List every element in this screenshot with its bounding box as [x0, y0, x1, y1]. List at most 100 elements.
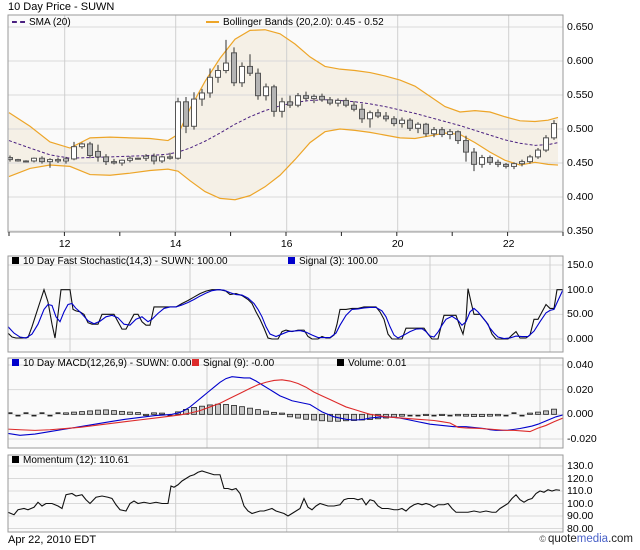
candle [311, 95, 317, 99]
legend-swatch-dash [12, 20, 25, 23]
price-legend-item: Bollinger Bands (20,2.0): 0.45 - 0.52 [206, 17, 384, 28]
momentum-y-axis-label: 130.0 [567, 460, 594, 472]
quotemedia-logo: © quotemedia.com [539, 533, 633, 545]
price-y-axis-label: 0.400 [567, 191, 594, 203]
bollinger-upper-line [8, 29, 559, 149]
candle [247, 65, 253, 74]
legend-swatch-square [337, 358, 344, 366]
legend-swatch-square [12, 256, 19, 264]
candle [479, 157, 485, 165]
candle [551, 123, 557, 139]
candle [103, 156, 109, 163]
candle [391, 118, 397, 125]
legend-swatch-square [192, 358, 199, 366]
candle [423, 123, 429, 135]
candle [439, 129, 445, 135]
candle [167, 156, 173, 159]
candle [495, 161, 501, 165]
stoch-panel [8, 256, 563, 352]
momentum-y-axis-label: 90.00 [567, 510, 594, 522]
legend-label: 10 Day Fast Stochastic(14,3) - SUWN: 100… [23, 255, 228, 267]
candle [279, 101, 285, 112]
candle [39, 157, 45, 163]
candle [191, 98, 197, 127]
candle [295, 95, 301, 106]
candle [143, 155, 149, 159]
candle [271, 86, 277, 112]
price-y-axis-label: 0.650 [567, 21, 594, 33]
candle [263, 86, 269, 97]
signal-line [8, 289, 563, 340]
stoch-legend-item: 10 Day Fast Stochastic(14,3) - SUWN: 100… [12, 256, 228, 267]
legend-label: 10 Day MACD(12,26,9) - SUWN: 0.00 [23, 357, 192, 369]
macd-y-axis-label: 0.040 [567, 359, 594, 371]
candle [447, 131, 453, 135]
candle [215, 70, 221, 78]
candlesticks [8, 39, 557, 172]
stoch-y-axis-label: 100.0 [567, 283, 594, 296]
candle [23, 160, 29, 163]
candle [383, 115, 389, 120]
candle [159, 156, 165, 162]
momentum-y-axis-label: 110.0 [567, 485, 593, 497]
legend-label: Bollinger Bands (20,2.0): 0.45 - 0.52 [223, 16, 384, 28]
page-title: 10 Day Price - SUWN [8, 1, 115, 13]
macd-legend-item: Signal (9): -0.00 [192, 358, 274, 369]
candle [79, 143, 85, 148]
candle [119, 159, 125, 164]
x-axis-label: 22 [502, 238, 515, 250]
candle [127, 157, 133, 161]
macd-y-axis-label: -0.020 [567, 433, 597, 445]
price-legend-item: SMA (20) [12, 17, 71, 28]
legend-swatch-square [12, 455, 19, 463]
bollinger-lower-line [8, 128, 559, 201]
candle [359, 108, 365, 120]
candle [71, 146, 77, 160]
sma-line [8, 99, 559, 159]
stoch-legend-item: Signal (3): 100.00 [288, 256, 378, 267]
candle [95, 150, 101, 158]
brand-quote: quote [547, 533, 577, 545]
legend-swatch-square [12, 358, 19, 366]
legend-label: Signal (9): -0.00 [203, 357, 275, 369]
macd-panel [8, 358, 563, 448]
x-axis-label: 14 [169, 238, 182, 250]
candle [343, 99, 349, 106]
candle [399, 119, 405, 125]
candle [183, 101, 189, 127]
momentum-y-axis-label: 120.0 [567, 472, 594, 485]
stoch-y-axis-label: 50.00 [567, 308, 594, 321]
candle [303, 95, 309, 99]
candle [511, 163, 517, 167]
candle [223, 62, 229, 72]
stoch-y-axis-label: 150.0 [567, 259, 594, 271]
candle [351, 104, 357, 110]
candle [151, 155, 157, 162]
candle [335, 99, 341, 104]
macd-y-axis-label: 0.020 [567, 383, 594, 396]
candle [175, 101, 181, 159]
candle [463, 140, 469, 153]
brand-media: media [576, 533, 609, 545]
candle [239, 65, 245, 84]
candle [87, 143, 93, 157]
macd-legend-item: 10 Day MACD(12,26,9) - SUWN: 0.00 [12, 358, 191, 369]
macd-panel-border [7, 357, 564, 449]
brand-com: .com [608, 533, 633, 545]
price-y-axis-label: 0.350 [567, 225, 594, 237]
candle [415, 123, 421, 129]
candle [255, 72, 261, 97]
copyright-icon: © [539, 534, 546, 544]
candle [8, 157, 13, 161]
price-y-axis-label: 0.550 [567, 89, 594, 101]
candle [55, 159, 61, 162]
candle [503, 163, 509, 167]
momentum-panel-border [7, 454, 564, 533]
momentum-legend-item: Momentum (12): 110.61 [12, 455, 129, 466]
price-panel [8, 15, 563, 232]
candle [287, 101, 293, 106]
macd-legend-item: Volume: 0.01 [337, 358, 406, 369]
price-y-axis-label: 0.450 [567, 157, 594, 169]
